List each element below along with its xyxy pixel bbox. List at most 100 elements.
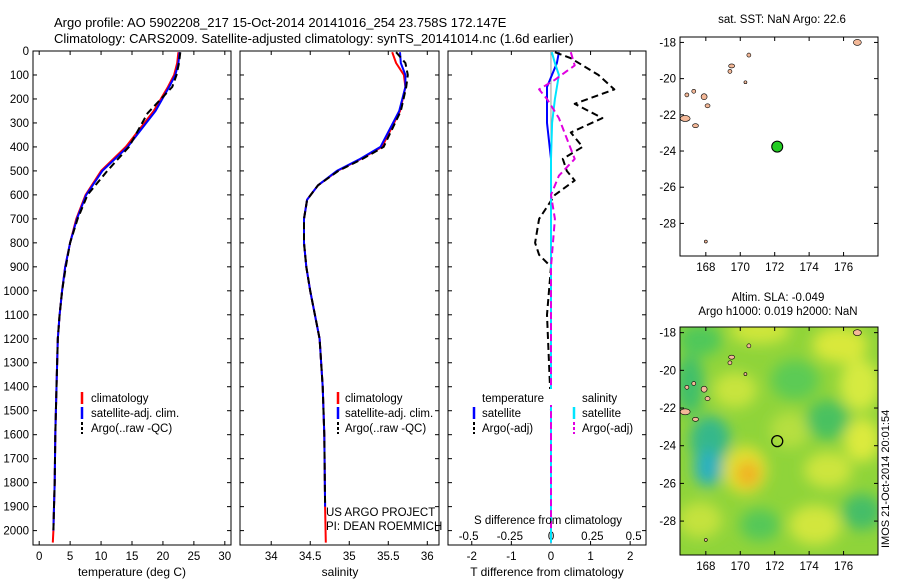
y-tick-label: -18 xyxy=(659,37,676,49)
temperature-legend: climatology satellite-adj. clim. Argo(..… xyxy=(80,392,179,435)
x-top-tick-label: -0.25 xyxy=(497,531,523,543)
island xyxy=(743,80,748,85)
legend-label-s-satellite: satellite xyxy=(582,408,621,420)
island xyxy=(728,63,735,69)
y-tick-label: -18 xyxy=(659,328,676,340)
project-annotation: US ARGO PROJECT xyxy=(326,507,435,519)
difference-profiles xyxy=(534,51,616,543)
x-tick-label: 172 xyxy=(765,561,784,573)
legend-label-argo: Argo(..raw -QC) xyxy=(91,423,172,435)
island xyxy=(684,384,690,390)
island xyxy=(692,123,699,128)
x-tick-label: 2 xyxy=(627,551,633,563)
y-tick-label: 600 xyxy=(10,190,29,202)
x-tick-label: 0 xyxy=(36,551,42,563)
x-tick-label: 176 xyxy=(834,561,853,573)
legend-title-temperature: temperature xyxy=(482,393,544,405)
float-position-ring xyxy=(771,435,784,448)
island xyxy=(700,93,708,101)
legend-label-s-argo: Argo(-adj) xyxy=(582,423,633,435)
sla-field xyxy=(680,327,878,555)
legend-label-t-argo: Argo(-adj) xyxy=(482,423,533,435)
y-tick-label: 1000 xyxy=(3,286,29,298)
x-tick-label: 170 xyxy=(731,262,750,274)
y-tick-label: -28 xyxy=(659,516,676,528)
temperature-xlabel: temperature (deg C) xyxy=(78,565,186,579)
header-line-1: Argo profile: AO 5902208_217 15-Oct-2014… xyxy=(54,15,507,30)
y-tick-label: -24 xyxy=(659,441,676,453)
y-tick-label: 2000 xyxy=(3,526,29,538)
y-tick-label: -24 xyxy=(659,146,676,158)
x-tick-label: 34 xyxy=(265,551,278,563)
sla-map-islands xyxy=(679,329,862,542)
x-tick-label: 5 xyxy=(67,551,73,563)
series-argo-adj--line xyxy=(534,51,616,531)
sst-map-title: sat. SST: NaN Argo: 22.6 xyxy=(718,14,846,26)
x-top-tick-label: -0.5 xyxy=(459,531,479,543)
x-top-tick-label: 0.25 xyxy=(581,531,603,543)
y-tick-label: 1800 xyxy=(3,478,29,490)
y-tick-label: 900 xyxy=(10,262,29,274)
y-tick-label: 0 xyxy=(23,46,29,58)
x-tick-label: 174 xyxy=(800,561,820,573)
sst-map-islands xyxy=(679,39,862,244)
island xyxy=(691,88,697,94)
pi-annotation: PI: DEAN ROEMMICH xyxy=(326,521,442,533)
x-tick-label: -2 xyxy=(467,551,477,563)
legend-label-satellite: satellite-adj. clim. xyxy=(345,408,433,420)
island xyxy=(691,381,697,386)
salinity-legend: climatology satellite-adj. clim. Argo(..… xyxy=(336,392,433,435)
temperature-ticks: 0100200300400500600700800900100011001200… xyxy=(3,46,231,563)
x-tick-label: 10 xyxy=(95,551,108,563)
float-position-marker xyxy=(771,140,784,153)
x-tick-label: 168 xyxy=(696,262,715,274)
island xyxy=(700,385,708,393)
y-tick-label: 1600 xyxy=(3,430,29,442)
y-tick-label: 1200 xyxy=(3,334,29,346)
x-tick-label: 1 xyxy=(587,551,593,563)
sst-map-ticks: 168 170 172 174 176 -18 -20 -22 -24 -26 -28 xyxy=(659,37,878,274)
x-tick-label: 172 xyxy=(765,262,784,274)
island xyxy=(692,417,699,422)
y-tick-label: -20 xyxy=(659,365,676,377)
x-tick-label: 30 xyxy=(218,551,231,563)
y-tick-label: 800 xyxy=(10,238,29,250)
x-tick-label: 168 xyxy=(696,561,715,573)
x-tick-label: 35.5 xyxy=(377,551,399,563)
sla-map: 168 170 172 174 176 -18 -20 -22 -24 -26 -28 xyxy=(659,326,879,573)
y-tick-label: -20 xyxy=(659,74,676,86)
island xyxy=(679,115,691,122)
x-tick-label: 36 xyxy=(421,551,434,563)
x-tick-label: 35 xyxy=(343,551,356,563)
island xyxy=(728,354,735,360)
difference-plot-frame xyxy=(447,50,647,546)
y-tick-label: 100 xyxy=(10,70,29,82)
island xyxy=(679,408,691,416)
x-tick-label: 34.5 xyxy=(299,551,321,563)
y-tick-label: 1500 xyxy=(3,406,29,418)
island xyxy=(684,92,690,98)
salinity-ticks: 34 34.5 35 35.5 36 xyxy=(240,50,439,563)
x-tick-label: 0 xyxy=(548,551,554,563)
salinity-panel: 34 34.5 35 35.5 36 salinity US ARGO PROJECT … xyxy=(239,50,442,579)
y-tick-label: -22 xyxy=(659,403,676,415)
y-tick-label: 700 xyxy=(10,214,29,226)
y-tick-label: -26 xyxy=(659,478,676,490)
x-tick-label: 15 xyxy=(126,551,139,563)
imos-timestamp: IMOS 21-Oct-2014 20:01:54 xyxy=(880,409,892,548)
x-tick-label: 170 xyxy=(731,561,750,573)
y-tick-label: 1100 xyxy=(4,310,29,322)
sst-map: 168 170 172 174 176 -18 -20 -22 -24 -26 -28 xyxy=(659,36,879,274)
y-tick-label: 500 xyxy=(10,166,29,178)
y-tick-label: 1300 xyxy=(3,358,29,370)
island xyxy=(727,69,733,74)
y-tick-label: -28 xyxy=(659,218,676,230)
sla-map-title: Altim. SLA: -0.049 xyxy=(732,292,825,304)
island xyxy=(727,360,733,366)
temperature-panel: 0100200300400500600700800900100011001200… xyxy=(3,46,232,579)
series-argo-raw-qc--line xyxy=(303,51,409,507)
x-tick-label: -1 xyxy=(506,551,516,563)
t-difference-label: T difference from climatology xyxy=(470,565,624,579)
